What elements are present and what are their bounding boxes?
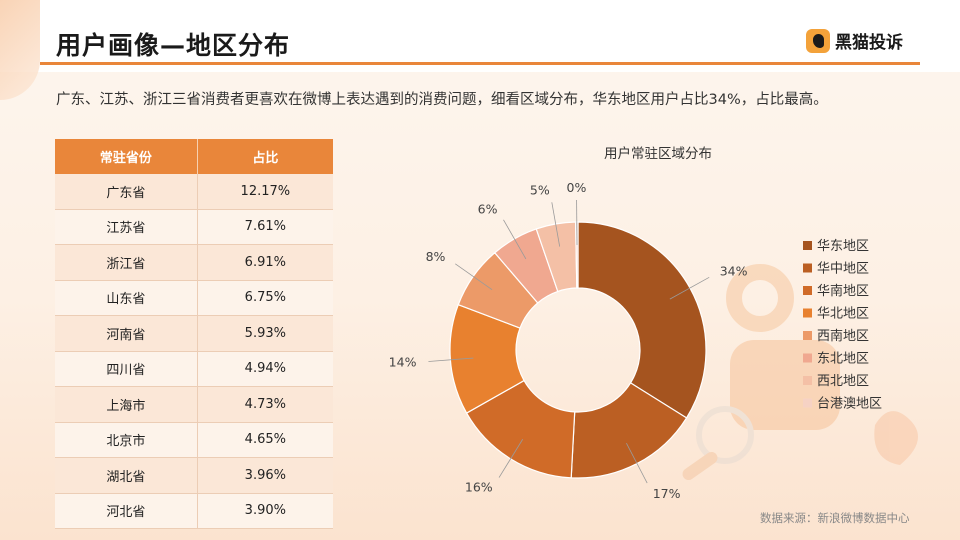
legend-item-1: 华东地区 (803, 239, 869, 254)
corner-decoration (0, 0, 40, 100)
header-bar (0, 0, 960, 72)
legend-label: 台港澳地区 (817, 396, 882, 412)
summary-text: 广东、江苏、浙江三省消费者更喜欢在微博上表达遇到的消费问题，细看区域分布，华东地… (56, 92, 828, 108)
table-row: 四川省 4.94% (55, 351, 333, 387)
donut-slices (449, 221, 707, 479)
legend-item-2: 华中地区 (803, 262, 869, 277)
chart-title: 用户常驻区域分布 (604, 145, 712, 162)
province-cell: 四川省 (55, 351, 198, 387)
province-cell: 河南省 (55, 315, 198, 352)
province-cell: 山东省 (55, 280, 198, 316)
leader-line-7 (551, 202, 561, 247)
table-row: 河北省 3.90% (55, 493, 333, 529)
data-source: 数据来源：新浪微博数据中心 (760, 511, 910, 525)
legend-label: 华中地区 (817, 262, 869, 277)
legend-label: 西北地区 (817, 374, 869, 389)
share-cell: 3.96% (197, 457, 333, 494)
leader-line-4 (428, 357, 474, 362)
legend-swatch (803, 353, 812, 363)
legend-item-7: 西北地区 (803, 374, 869, 389)
leader-line-3 (498, 439, 524, 478)
data-label-7: 5% (530, 182, 550, 197)
table-row: 浙江省 6.91% (55, 244, 333, 281)
leader-line-6 (503, 219, 527, 260)
table-row: 广东省 12.17% (55, 174, 333, 210)
table-row: 江苏省 7.61% (55, 209, 333, 245)
leader-line-1 (669, 276, 710, 300)
legend-item-4: 华北地区 (803, 307, 869, 322)
share-cell: 4.65% (197, 422, 333, 458)
share-cell: 5.93% (197, 315, 333, 352)
background-decoration (682, 264, 918, 481)
province-table: 常驻省份 占比 广东省 12.17% 江苏省 7.61% 浙江省 6.91% 山东省 6… (55, 139, 333, 529)
page-title: 用户画像—地区分布 (56, 31, 291, 60)
data-label-2: 17% (653, 486, 681, 501)
data-label-1: 34% (720, 264, 748, 279)
share-cell: 7.61% (197, 209, 333, 245)
share-cell: 4.73% (197, 386, 333, 423)
share-cell: 4.94% (197, 351, 333, 387)
table-row: 湖北省 3.96% (55, 457, 333, 494)
legend-swatch (803, 331, 812, 340)
legend-swatch (803, 308, 812, 318)
logo-text: 黑猫投诉 (835, 33, 903, 53)
data-label-5: 8% (426, 249, 446, 264)
data-label-4: 14% (389, 354, 417, 369)
legend-swatch (803, 286, 812, 295)
share-cell: 12.17% (197, 174, 333, 210)
legend-item-8: 台港澳地区 (803, 396, 882, 412)
legend-swatch (803, 398, 812, 408)
legend-item-5: 西南地区 (803, 328, 869, 344)
data-label-3: 16% (465, 480, 493, 495)
column-header-share: 占比 (197, 139, 333, 174)
table-header-row: 常驻省份 占比 (55, 139, 333, 174)
province-cell: 北京市 (55, 422, 198, 458)
leader-line-5 (455, 263, 493, 290)
chart-svg: 用户常驻区域分布 34% 17% 16% 14% 8% 6% 5% 0% 华东地区华中地区华南… (389, 145, 882, 501)
legend-label: 华南地区 (817, 283, 869, 299)
legend-label: 东北地区 (817, 352, 869, 367)
province-cell: 广东省 (55, 174, 198, 210)
legend-label: 西南地区 (817, 328, 869, 344)
table-row: 北京市 4.65% (55, 422, 333, 458)
column-header-province: 常驻省份 (55, 139, 198, 174)
province-cell: 上海市 (55, 386, 198, 423)
leader-line-2 (626, 442, 648, 484)
share-cell: 3.90% (197, 493, 333, 529)
share-cell: 6.75% (197, 280, 333, 316)
data-label-6: 6% (478, 201, 498, 216)
legend-item-3: 华南地区 (803, 283, 869, 299)
title-underline (40, 62, 920, 65)
brand-logo: 黑猫投诉 (806, 28, 903, 53)
province-cell: 河北省 (55, 493, 198, 529)
legend-swatch (803, 376, 812, 385)
table-row: 山东省 6.75% (55, 280, 333, 316)
province-cell: 湖北省 (55, 457, 198, 494)
legend-label: 华东地区 (817, 239, 869, 254)
legend-item-6: 东北地区 (803, 352, 869, 367)
slice-labels: 34% 17% 16% 14% 8% 6% 5% 0% (389, 180, 748, 501)
data-label-8: 0% (567, 180, 587, 195)
legend-swatch (803, 263, 812, 273)
table-row: 上海市 4.73% (55, 386, 333, 423)
share-cell: 6.91% (197, 244, 333, 281)
province-cell: 江苏省 (55, 209, 198, 245)
cat-logo-icon (806, 28, 830, 53)
donut-slice-8 (574, 221, 579, 289)
legend-swatch (803, 241, 812, 250)
province-cell: 浙江省 (55, 244, 198, 281)
legend-label: 华北地区 (817, 307, 869, 322)
region-donut-chart: 用户常驻区域分布 34% 17% 16% 14% 8% 6% 5% 0% 华东地区华中地区华南… (360, 140, 960, 520)
table-row: 河南省 5.93% (55, 315, 333, 352)
donut-slice-1 (577, 221, 707, 419)
